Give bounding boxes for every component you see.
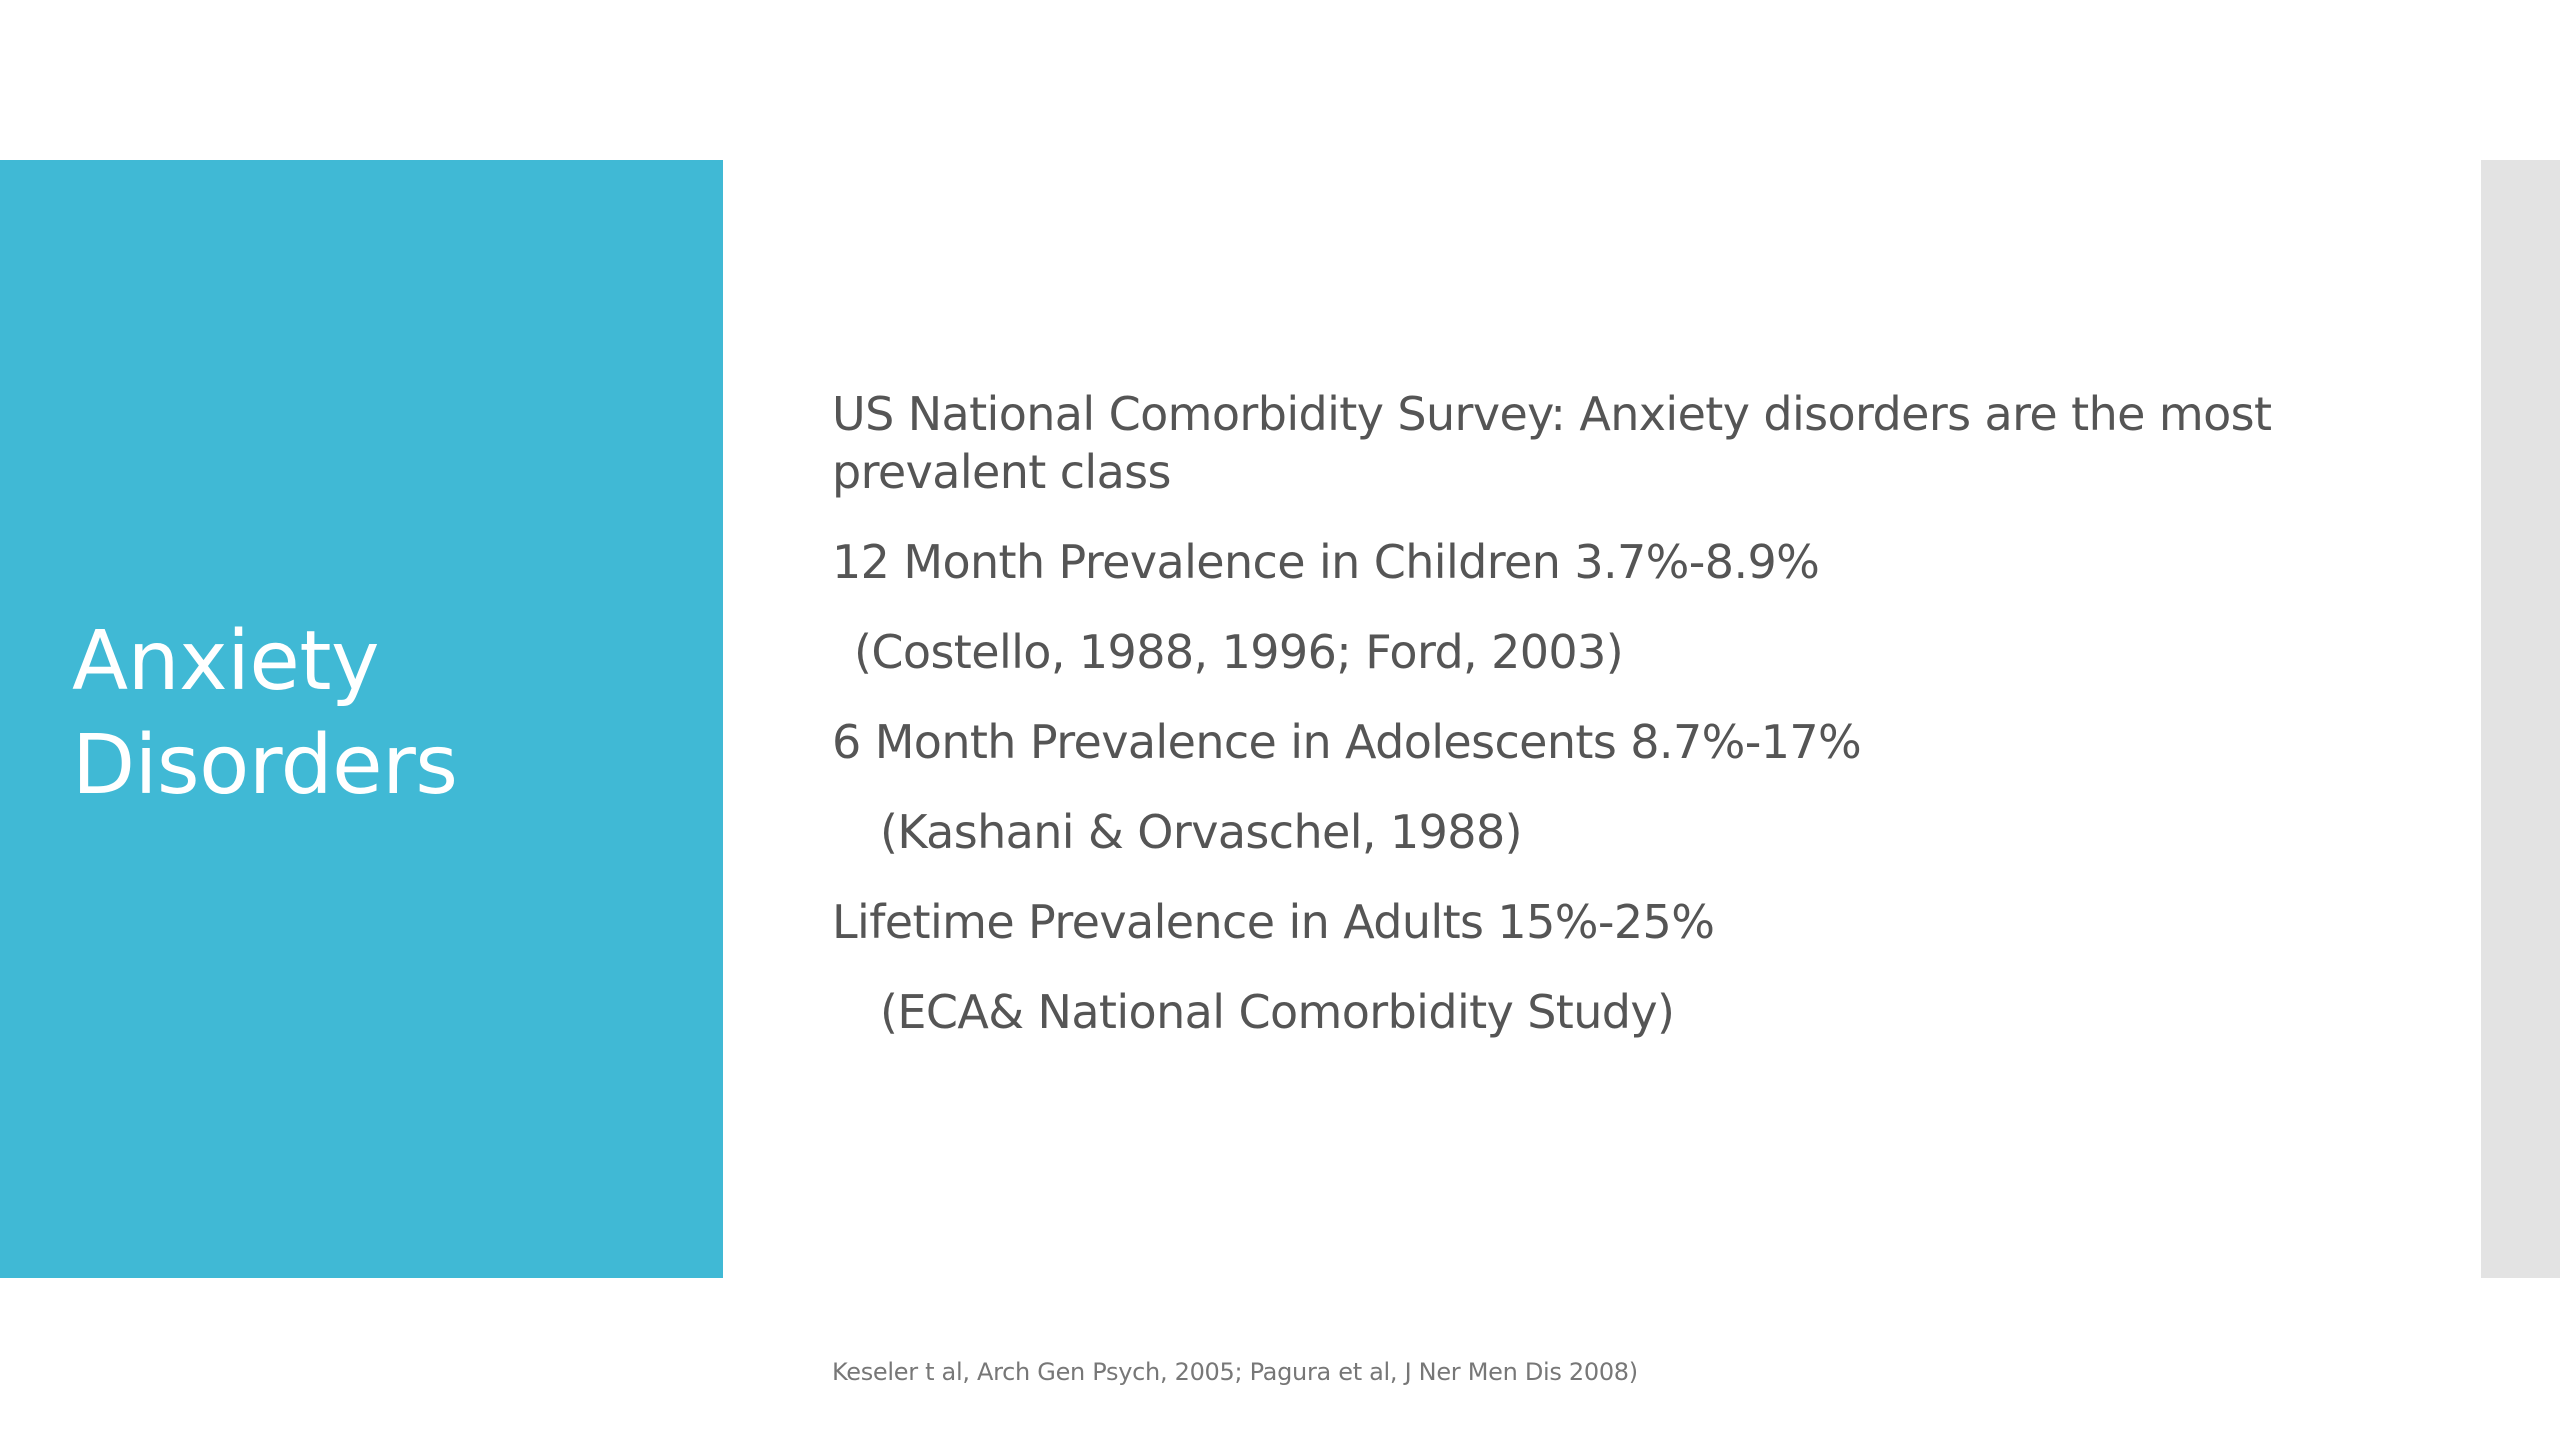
content-line: Lifetime Prevalence in Adults 15%-25%: [832, 895, 1715, 949]
content-area: US National Comorbidity Survey: Anxiety …: [832, 385, 2392, 1073]
content-line: (ECA& National Comorbidity Study): [852, 985, 1675, 1039]
title-panel: [0, 160, 723, 1278]
content-line: (Costello, 1988, 1996; Ford, 2003): [840, 625, 1624, 679]
right-accent-strip: [2481, 160, 2560, 1278]
content-line: (Kashani & Orvaschel, 1988): [852, 805, 1523, 859]
content-line: 12 Month Prevalence in Children 3.7%-8.9…: [832, 535, 1820, 589]
content-line: US National Comorbidity Survey: Anxiety …: [832, 387, 2286, 499]
slide-title: Anxiety Disorders: [72, 614, 458, 813]
content-line: 6 Month Prevalence in Adolescents 8.7%-1…: [832, 715, 1862, 769]
footnote: Keseler t al, Arch Gen Psych, 2005; Pagu…: [832, 1358, 1638, 1386]
